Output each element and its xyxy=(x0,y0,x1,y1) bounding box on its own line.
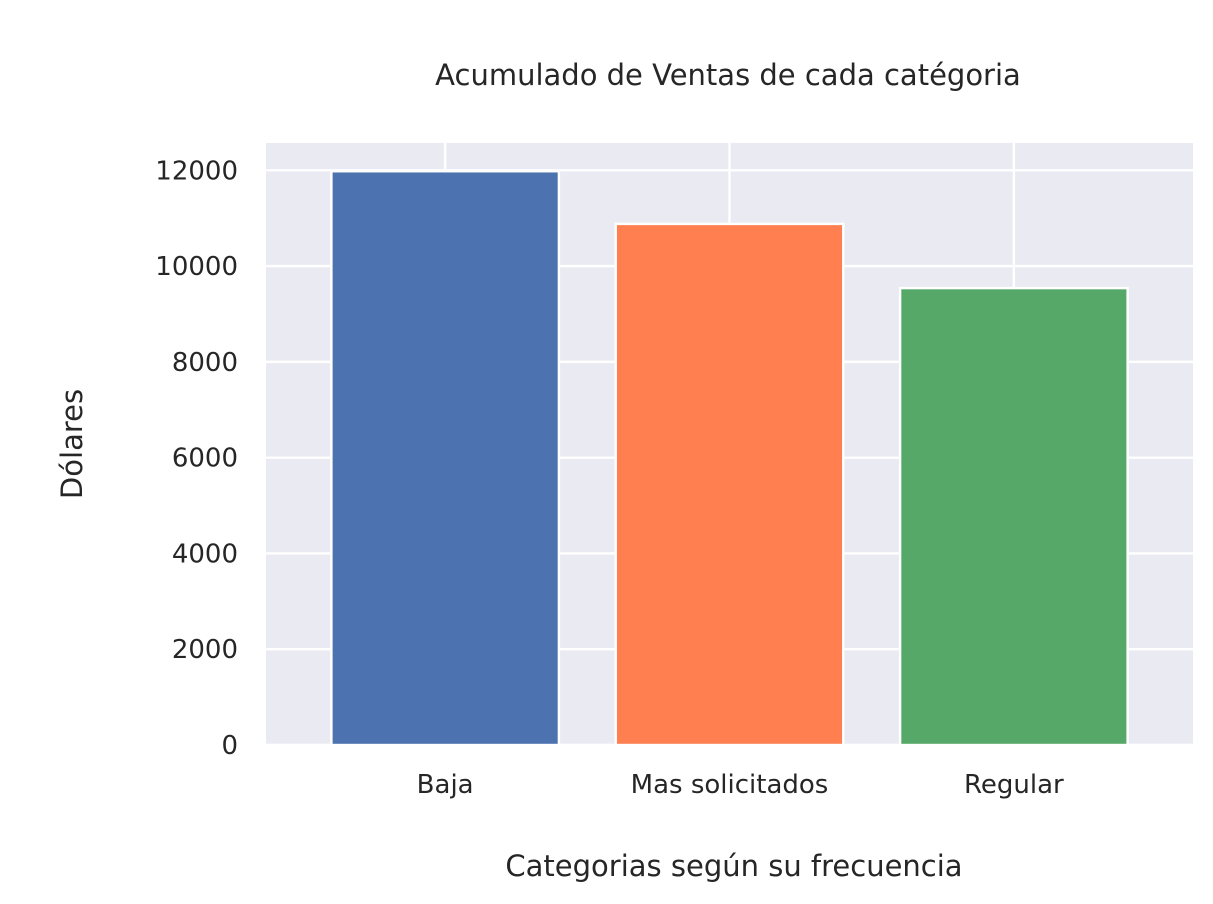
y-tick-label: 8000 xyxy=(172,348,238,378)
x-axis-ticks: Baja Mas solicitados Regular xyxy=(417,770,1064,800)
y-tick-label: 10000 xyxy=(155,252,238,282)
y-tick-label: 12000 xyxy=(155,156,238,186)
y-tick-label: 0 xyxy=(221,731,238,761)
x-tick-label: Mas solicitados xyxy=(631,770,829,800)
bar-baja xyxy=(330,170,561,747)
x-axis-label: Categorias según su frecuencia xyxy=(505,849,962,883)
x-tick-label: Baja xyxy=(417,770,474,800)
x-tick-label: Regular xyxy=(964,770,1064,800)
chart-title: Acumulado de Ventas de cada catégoria xyxy=(435,58,1021,92)
bars xyxy=(330,170,1129,747)
y-axis-ticks: 0 2000 4000 6000 8000 10000 12000 xyxy=(155,156,238,761)
bar-regular xyxy=(898,286,1129,747)
y-tick-label: 4000 xyxy=(172,539,238,569)
y-axis-label: Dólares xyxy=(55,389,89,499)
y-tick-label: 2000 xyxy=(172,635,238,665)
bar-mas-solicitados xyxy=(614,222,845,747)
y-tick-label: 6000 xyxy=(172,444,238,474)
